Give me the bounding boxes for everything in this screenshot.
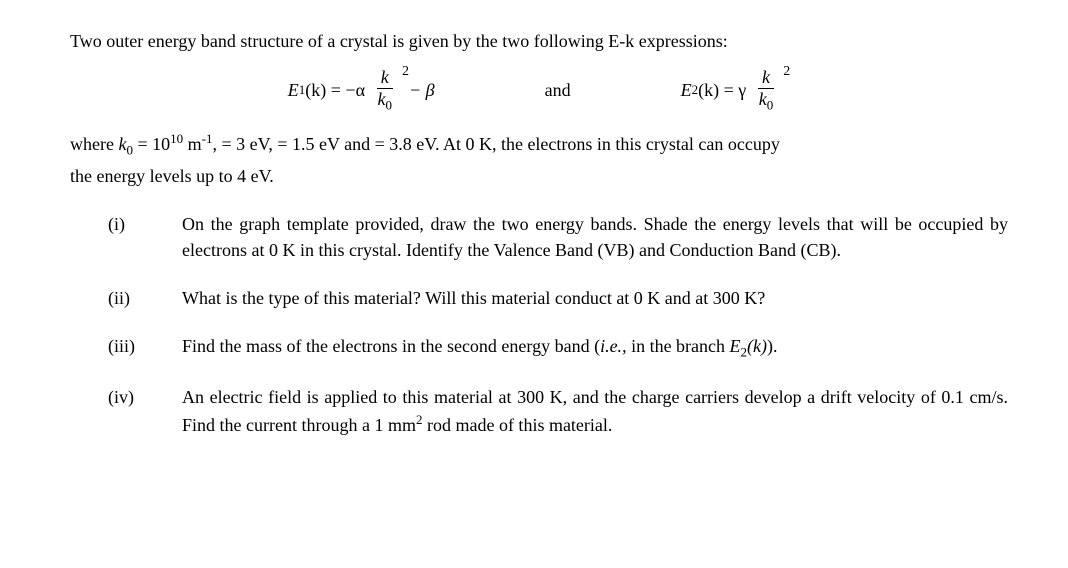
where-line-2: the energy levels up to 4 eV. [70,163,1008,189]
q3-b: , in the branch [622,336,729,356]
question-iii: (iii) Find the mass of the electrons in … [108,333,1008,362]
eq2-den: k0 [755,89,778,112]
q3-c: ). [767,336,778,356]
q3-ie: i.e. [600,336,622,356]
q4-b: rod made of this material. [422,415,612,435]
eq1-den-sub: 0 [386,98,393,113]
eq1-den-k: k [378,89,386,109]
equation-row: E1(k) = −α ⎛⎝ k k0 ⎞⎠ 2 − β and E2(k) = … [70,68,1008,112]
where-expm1: -1 [202,131,213,146]
eq1-tail: − β [409,77,435,103]
eq2-num: k [758,68,774,89]
question-list: (i) On the graph template provided, draw… [70,211,1008,438]
q-label-iv: (iv) [108,384,150,437]
eq2-exp: 2 [783,62,790,82]
eq2-den-k: k [759,89,767,109]
eq1-arg: (k) [305,77,326,103]
where-d: , = 3 eV, = 1.5 eV and = 3.8 eV. At 0 K,… [213,134,780,154]
eq2-frac: k k0 [755,68,778,112]
where-exp10: 10 [170,131,183,146]
q-label-ii: (ii) [108,285,150,311]
question-ii: (ii) What is the type of this material? … [108,285,1008,311]
question-iv: (iv) An electric field is applied to thi… [108,384,1008,437]
q-text-i: On the graph template provided, draw the… [182,211,1008,263]
q-label-iii: (iii) [108,333,150,362]
q-text-iii: Find the mass of the electrons in the se… [182,333,1008,362]
q-text-iv: An electric field is applied to this mat… [182,384,1008,437]
where-line-1: where k0 = 1010 m-1, = 3 eV, = 1.5 eV an… [70,130,1008,160]
q3-k: (k) [747,336,767,356]
intro-text: Two outer energy band structure of a cry… [70,28,1008,54]
intro-span: Two outer energy band structure of a cry… [70,31,728,51]
eq1-paren-wrap: ⎛⎝ k k0 ⎞⎠ [370,68,401,112]
conjunction: and [545,77,571,103]
eq1-num: k [377,68,393,89]
eq2-func: E [681,77,692,103]
eq2-paren-wrap: ⎛⎝ k k0 ⎞⎠ [751,68,782,112]
eq1-eq: = −α [331,77,365,103]
eq2-den-sub: 0 [767,98,774,113]
q-label-i: (i) [108,211,150,263]
eq1-exp: 2 [402,62,409,82]
question-i: (i) On the graph template provided, draw… [108,211,1008,263]
where-a: where [70,134,118,154]
q-text-ii: What is the type of this material? Will … [182,285,1008,311]
q3-E: E [730,336,741,356]
where-b: = 10 [133,134,170,154]
eq2-eq: = γ [724,77,747,103]
eq1-den: k0 [374,89,397,112]
equation-1: E1(k) = −α ⎛⎝ k k0 ⎞⎠ 2 − β [288,68,435,112]
eq1-frac: k k0 [374,68,397,112]
where-c: m [183,134,202,154]
eq1-func: E [288,77,299,103]
q3-a: Find the mass of the electrons in the se… [182,336,600,356]
equation-2: E2(k) = γ ⎛⎝ k k0 ⎞⎠ 2 [681,68,791,112]
eq2-arg: (k) [698,77,719,103]
